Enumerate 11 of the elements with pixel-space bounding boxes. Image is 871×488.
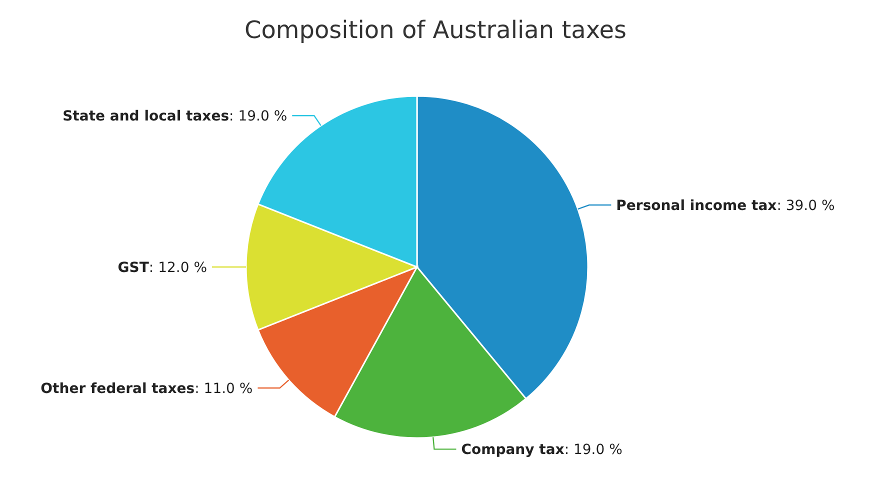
data-label: : 11.0 % bbox=[194, 381, 253, 398]
data-label: : 19.0 % bbox=[229, 108, 288, 125]
data-label: : 12.0 % bbox=[148, 260, 207, 276]
data-label: : 39.0 % bbox=[776, 198, 835, 214]
slice-label: Personal income tax bbox=[616, 198, 777, 214]
data-label: : 19.0 % bbox=[564, 442, 622, 458]
chart-title: Composition of Australian taxes bbox=[243, 16, 628, 44]
slice-label: State and local taxes bbox=[62, 108, 230, 125]
slice-label: Other federal taxes bbox=[40, 381, 195, 398]
slice-label: GST bbox=[118, 260, 150, 276]
slice-label: Company tax bbox=[461, 442, 564, 458]
